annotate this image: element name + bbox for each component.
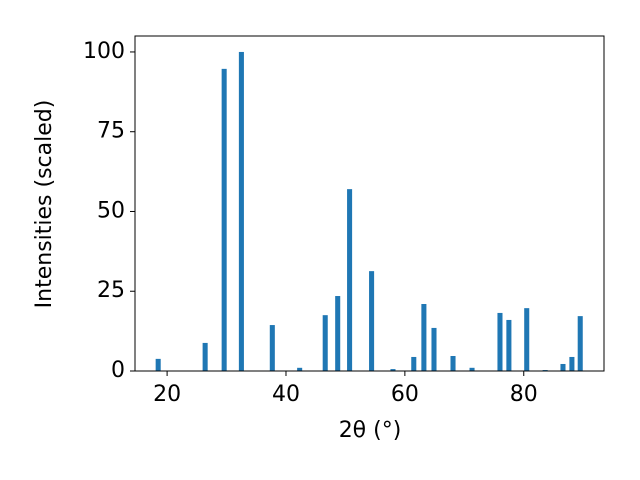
bar bbox=[469, 367, 475, 371]
bar bbox=[506, 319, 512, 371]
x-tick-label: 20 bbox=[153, 382, 181, 407]
plot-frame bbox=[134, 35, 605, 372]
bar bbox=[524, 308, 530, 371]
bar bbox=[221, 68, 227, 371]
x-tick-label: 80 bbox=[510, 382, 538, 407]
bar bbox=[450, 356, 456, 371]
bar bbox=[322, 315, 328, 371]
bar bbox=[411, 356, 417, 371]
y-tick-label: 25 bbox=[97, 278, 125, 303]
x-tick-label: 40 bbox=[272, 382, 300, 407]
bar bbox=[560, 363, 566, 371]
bar bbox=[238, 51, 244, 371]
y-tick-label: 75 bbox=[97, 119, 125, 144]
bar bbox=[569, 356, 575, 371]
bar bbox=[155, 358, 161, 371]
x-axis-label: 2θ (°) bbox=[339, 418, 402, 443]
bar bbox=[390, 369, 396, 371]
y-tick-label: 100 bbox=[83, 39, 125, 64]
bar bbox=[347, 189, 353, 371]
bar bbox=[269, 325, 275, 371]
bar bbox=[297, 367, 303, 371]
bar bbox=[421, 304, 427, 371]
x-tick-label: 60 bbox=[391, 382, 419, 407]
bar bbox=[577, 316, 583, 371]
y-tick-label: 0 bbox=[111, 358, 125, 383]
bar bbox=[497, 312, 503, 371]
bar bbox=[335, 296, 341, 371]
bar bbox=[431, 327, 437, 371]
bar bbox=[369, 271, 375, 371]
y-axis-label: Intensities (scaled) bbox=[32, 100, 57, 309]
y-tick-label: 50 bbox=[97, 198, 125, 223]
bar bbox=[202, 342, 208, 371]
